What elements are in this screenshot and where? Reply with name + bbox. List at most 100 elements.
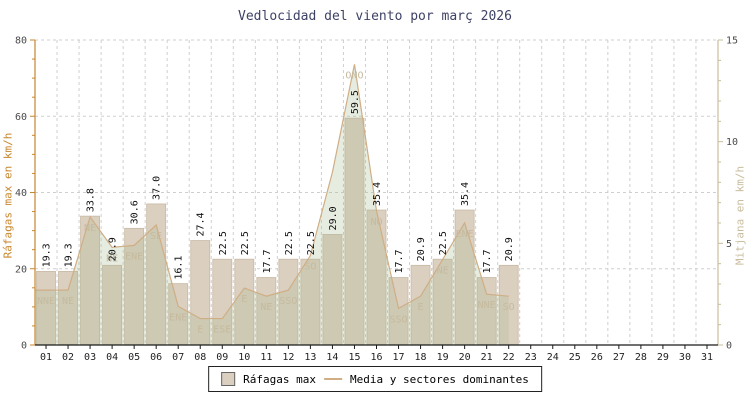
x-axis-tick-label: 17	[393, 352, 405, 363]
x-axis-tick-label: 13	[304, 352, 316, 363]
x-axis-tick-label: 19	[437, 352, 449, 363]
sector-label: NNE	[478, 300, 496, 311]
sector-label: NE	[260, 302, 272, 313]
x-axis-tick-label: 15	[348, 352, 360, 363]
x-axis-tick-label: 06	[150, 352, 162, 363]
x-axis-tick-label: 12	[282, 352, 294, 363]
sector-label: NO	[370, 217, 382, 228]
left-axis-tick-label: 0	[21, 341, 27, 352]
x-axis-tick-label: 14	[326, 352, 338, 363]
x-axis-tick-label: 02	[62, 352, 74, 363]
x-axis-tick-label: 31	[701, 352, 713, 363]
bar-value-label: 35.4	[460, 182, 471, 206]
bar-value-label: 19.3	[42, 243, 53, 267]
sector-label: NE	[84, 223, 96, 234]
x-axis-tick-label: 20	[459, 352, 471, 363]
media-line-swatch	[324, 378, 343, 380]
bar-value-label: 22.5	[284, 231, 295, 255]
right-axis: 0 5 10 15	[717, 36, 738, 352]
sector-label: ESE	[213, 325, 231, 336]
bar-value-label: 35.4	[372, 182, 383, 206]
x-axis-tick-label: 05	[128, 352, 140, 363]
sector-label: ENE	[125, 251, 143, 262]
sector-label: SO	[503, 302, 515, 313]
x-axis-tick-label: 29	[657, 352, 669, 363]
x-axis-tick-label: 03	[84, 352, 96, 363]
bar-value-label: 22.5	[218, 231, 229, 255]
left-axis-tick-label: 80	[15, 36, 27, 47]
right-axis-tick-label: 5	[726, 239, 732, 250]
x-axis-tick-label: 24	[547, 352, 559, 363]
bar-value-label: 17.7	[262, 249, 273, 273]
right-axis-tick-label: 0	[726, 341, 732, 352]
sector-label: SSO	[390, 314, 408, 325]
bar-value-label: 29.0	[328, 206, 339, 230]
bar-value-label: 27.4	[196, 212, 207, 236]
right-axis-tick-label: 10	[726, 137, 738, 148]
x-axis-tick-label: 26	[591, 352, 603, 363]
sector-label: SO	[304, 262, 316, 273]
x-axis-tick-label: 04	[106, 352, 118, 363]
left-axis: 0 20 40 60 80	[15, 36, 36, 352]
x-axis-tick-label: 09	[216, 352, 228, 363]
sector-label: SE	[150, 231, 162, 242]
media-area	[35, 64, 509, 346]
sector-label: ENE	[169, 312, 187, 323]
legend: Ráfagas max Media y sectores dominantes	[208, 366, 542, 392]
x-axis: 01 02 03 04 05 06 07 08 09 10 11 12 13 14 15 16 17 18 19 20…	[35, 344, 718, 363]
gridlines	[35, 39, 718, 345]
x-axis-tick-label: 08	[194, 352, 206, 363]
x-axis-tick-label: 21	[481, 352, 493, 363]
x-axis-tick-label: 01	[40, 352, 52, 363]
bar-value-label: 20.9	[504, 237, 515, 261]
sector-label: NE	[106, 253, 118, 264]
bar-value-label: 59.5	[350, 90, 361, 114]
left-axis-label: Ráfagas max en km/h	[1, 132, 15, 259]
bars-group	[36, 117, 519, 346]
legend-label-rafagas: Ráfagas max	[243, 372, 317, 386]
x-axis-tick-label: 18	[415, 352, 427, 363]
bar-value-label: 20.9	[416, 237, 427, 261]
x-axis-tick-label: 28	[635, 352, 647, 363]
x-axis-tick-label: 22	[503, 352, 515, 363]
left-axis-tick-label: 60	[15, 112, 27, 123]
x-axis-tick-label: 10	[238, 352, 250, 363]
value-labels: 19.3 19.3 33.8 20.9 30.6 37.0 16.1 27.4 22.5 22.5…	[42, 90, 516, 280]
sector-label: NE	[437, 266, 449, 277]
sector-label: E	[418, 302, 424, 313]
legend-label-media: Media y sectores dominantes	[350, 372, 529, 386]
bar-value-label: 22.5	[240, 231, 251, 255]
left-axis-tick-label: 20	[15, 264, 27, 275]
right-axis-tick-label: 15	[726, 36, 738, 47]
x-axis-tick-label: 27	[613, 352, 625, 363]
bar-value-label: 22.5	[306, 231, 317, 255]
bar-value-label: 20.9	[108, 237, 119, 261]
x-axis-tick-label: 30	[679, 352, 691, 363]
bar-value-label: 30.6	[130, 200, 141, 224]
media-line	[35, 64, 509, 320]
right-axis-label: Mitjana en km/h	[733, 165, 747, 266]
sector-label: ONO	[345, 70, 363, 81]
sector-label: SSO	[279, 296, 297, 307]
x-axis-tick-label: 23	[525, 352, 537, 363]
bar-value-label: 33.8	[86, 188, 97, 212]
sector-label: NNE	[37, 296, 55, 307]
bar-value-label: 22.5	[438, 231, 449, 255]
sector-label: E	[197, 325, 203, 336]
sector-label: ENE	[456, 229, 474, 240]
x-axis-tick-label: 11	[260, 352, 272, 363]
sector-label: E	[241, 294, 247, 305]
rafagas-max-swatch	[221, 372, 236, 386]
chart-title: Vedlocidad del viento por març 2026	[238, 9, 512, 24]
bar-value-label: 17.7	[394, 249, 405, 273]
x-axis-tick-label: 07	[172, 352, 184, 363]
left-axis-tick-label: 40	[15, 188, 27, 199]
bar-value-label: 16.1	[174, 256, 185, 280]
bar-value-label: 19.3	[64, 243, 75, 267]
bar-value-label: 17.7	[482, 249, 493, 273]
x-axis-tick-label: 16	[370, 352, 382, 363]
sector-label: NE	[62, 296, 74, 307]
